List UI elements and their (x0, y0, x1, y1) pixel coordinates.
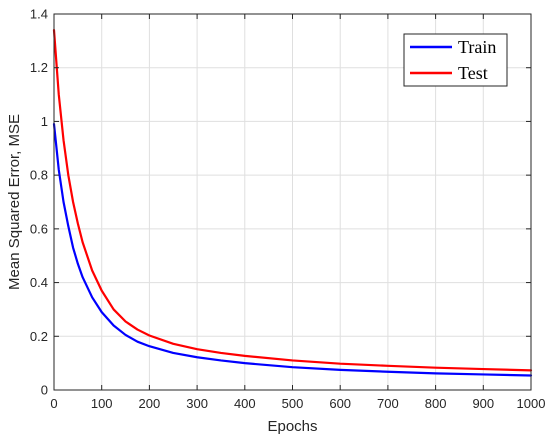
y-axis-label: Mean Squared Error, MSE (6, 114, 23, 290)
x-tick-label: 100 (91, 396, 113, 411)
y-tick-label: 0.4 (30, 275, 48, 290)
grid-lines (54, 14, 531, 390)
x-axis-label: Epochs (267, 418, 317, 435)
y-tick-label: 0.8 (30, 168, 48, 183)
x-tick-label: 200 (139, 396, 161, 411)
series-lines (52, 29, 533, 377)
x-tick-label: 700 (377, 396, 399, 411)
y-tick-label: 0.2 (30, 329, 48, 344)
x-tick-label: 600 (329, 396, 351, 411)
legend-label-train: Train (458, 37, 496, 57)
series-line-train (52, 123, 533, 377)
legend-box (403, 33, 508, 87)
y-tick-label: 1.2 (30, 60, 48, 75)
y-tick-label: 0 (41, 383, 48, 398)
series-line-test (52, 29, 533, 372)
axis-ticks: 0 100 200 300 400 500 600 700 800 900 1000 0 0.2 0.4 0… (30, 7, 546, 412)
x-tick-label: 300 (186, 396, 208, 411)
x-tick-label: 1000 (517, 396, 546, 411)
x-tick-label: 800 (425, 396, 447, 411)
legend: Train Test (403, 33, 508, 87)
y-tick-label: 1 (41, 114, 48, 129)
legend-label-test: Test (458, 63, 488, 83)
x-tick-label: 0 (50, 396, 57, 411)
x-tick-label: 400 (234, 396, 256, 411)
y-tick-label: 0.6 (30, 221, 48, 236)
x-tick-label: 900 (472, 396, 494, 411)
x-tick-label: 500 (282, 396, 304, 411)
y-tick-label: 1.4 (30, 7, 48, 22)
